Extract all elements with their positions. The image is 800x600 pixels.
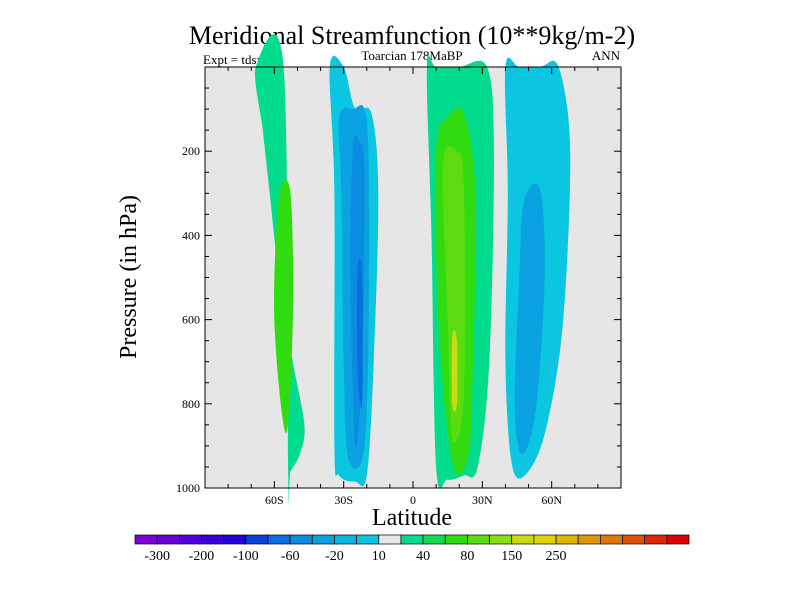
contour-regions: [254, 34, 571, 506]
x-tick-label: 30N: [472, 493, 493, 507]
y-tick-label: 600: [182, 313, 200, 327]
colorbar-box: [245, 534, 269, 545]
contour-region-sh-hadley-max: [356, 258, 363, 409]
colorbar-box: [378, 534, 402, 545]
chart-title: Meridional Streamfunction (10**9kg/m-2): [189, 21, 635, 50]
contour-region-nh-hadley-core: [442, 145, 466, 443]
colorbar: -300 -200 -100 -60 -20 10 40 80 150 250: [134, 534, 690, 564]
axis-ticks: 60S 30S 0 30N 60N 200 400 600 800 1000: [176, 67, 621, 507]
colorbar-box: [511, 534, 535, 545]
x-tick-label: 60N: [541, 493, 562, 507]
y-axis-label: Pressure (in hPa): [116, 195, 142, 359]
colorbar-box: [178, 534, 202, 545]
period-label: Toarcian 178MaBP: [361, 48, 462, 63]
colorbar-label: 80: [460, 549, 474, 564]
colorbar-box: [444, 534, 468, 545]
y-tick-label: 200: [182, 144, 200, 158]
colorbar-box: [666, 534, 690, 545]
contour-region-nh-hadley-max: [451, 330, 458, 412]
colorbar-box: [533, 534, 557, 545]
colorbar-box: [577, 534, 601, 545]
x-tick-label: 30S: [334, 493, 353, 507]
colorbar-label: -100: [233, 549, 259, 564]
colorbar-box: [644, 534, 668, 545]
y-tick-label: 1000: [176, 481, 200, 495]
colorbar-box: [134, 534, 158, 545]
colorbar-box: [622, 534, 646, 545]
colorbar-box: [267, 534, 291, 545]
colorbar-box: [156, 534, 180, 545]
colorbar-label: 40: [416, 549, 430, 564]
colorbar-box: [201, 534, 224, 545]
colorbar-box: [289, 534, 313, 545]
colorbar-label: 10: [372, 549, 386, 564]
season-label: ANN: [592, 48, 621, 63]
colorbar-label: -20: [325, 549, 344, 564]
y-tick-label: 800: [182, 397, 200, 411]
colorbar-box: [356, 534, 380, 545]
x-tick-label: 60S: [265, 493, 284, 507]
colorbar-box: [334, 534, 357, 545]
colorbar-label: -60: [281, 549, 300, 564]
y-tick-label: 400: [182, 228, 200, 242]
colorbar-label: 250: [546, 549, 567, 564]
colorbar-box: [422, 534, 446, 545]
colorbar-label: 150: [501, 549, 522, 564]
contour-region-nh-ferrel-core: [514, 183, 545, 455]
colorbar-label: -200: [189, 549, 215, 564]
colorbar-label: -300: [144, 549, 170, 564]
colorbar-box: [600, 534, 623, 545]
colorbar-box: [467, 534, 490, 545]
colorbar-box: [489, 534, 513, 545]
colorbar-box: [223, 534, 247, 545]
colorbar-box: [400, 534, 424, 545]
colorbar-box: [555, 534, 579, 545]
colorbar-box: [311, 534, 335, 545]
contour-region-sh-ferrel-core: [274, 179, 294, 434]
x-tick-label: 0: [410, 493, 416, 507]
x-axis-label: Latitude: [372, 505, 452, 531]
plot-area: 60S 30S 0 30N 60N 200 400 600 800 1000: [176, 34, 622, 507]
